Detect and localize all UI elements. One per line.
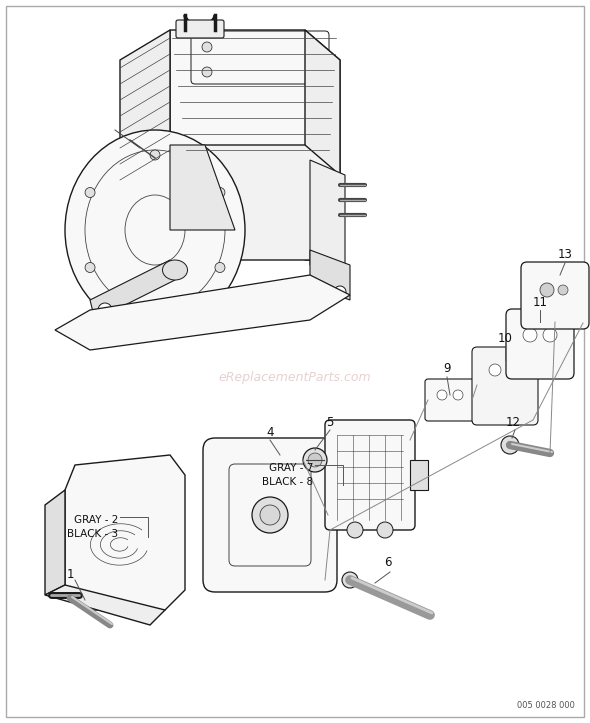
- Circle shape: [334, 286, 346, 298]
- Text: eReplacementParts.com: eReplacementParts.com: [219, 372, 371, 385]
- Circle shape: [308, 453, 322, 467]
- FancyBboxPatch shape: [425, 379, 475, 421]
- Polygon shape: [170, 145, 340, 260]
- Circle shape: [98, 303, 112, 317]
- Text: GRAY - 2: GRAY - 2: [74, 515, 118, 525]
- Polygon shape: [120, 30, 170, 175]
- Circle shape: [342, 572, 358, 588]
- Text: 11: 11: [533, 296, 548, 309]
- Ellipse shape: [162, 260, 188, 280]
- FancyBboxPatch shape: [506, 309, 574, 379]
- Text: 4: 4: [266, 426, 274, 439]
- Circle shape: [540, 283, 554, 297]
- Ellipse shape: [65, 130, 245, 330]
- Text: 005 0028 000: 005 0028 000: [517, 701, 575, 710]
- Circle shape: [202, 42, 212, 52]
- Polygon shape: [170, 145, 235, 230]
- Text: BLACK - 3: BLACK - 3: [67, 529, 118, 539]
- Circle shape: [558, 285, 568, 295]
- Polygon shape: [170, 30, 340, 175]
- Polygon shape: [65, 455, 185, 610]
- FancyBboxPatch shape: [472, 347, 538, 425]
- Text: 10: 10: [497, 332, 513, 344]
- Circle shape: [501, 436, 519, 454]
- Circle shape: [215, 187, 225, 197]
- Text: 6: 6: [384, 557, 392, 570]
- Text: 13: 13: [558, 249, 572, 262]
- Circle shape: [523, 328, 537, 342]
- FancyBboxPatch shape: [203, 438, 337, 592]
- Circle shape: [215, 262, 225, 273]
- Text: 12: 12: [506, 416, 520, 429]
- Circle shape: [252, 497, 288, 533]
- Circle shape: [260, 505, 280, 525]
- FancyBboxPatch shape: [176, 20, 224, 38]
- Polygon shape: [310, 250, 350, 300]
- Circle shape: [150, 300, 160, 310]
- Circle shape: [489, 364, 501, 376]
- Polygon shape: [55, 275, 350, 350]
- Circle shape: [202, 67, 212, 77]
- Text: 1: 1: [66, 568, 74, 581]
- FancyBboxPatch shape: [521, 262, 589, 329]
- Circle shape: [310, 42, 320, 52]
- Polygon shape: [410, 460, 428, 490]
- FancyBboxPatch shape: [325, 420, 415, 530]
- Polygon shape: [305, 30, 340, 260]
- Circle shape: [543, 328, 557, 342]
- Circle shape: [453, 390, 463, 400]
- Circle shape: [85, 262, 95, 273]
- Circle shape: [509, 364, 521, 376]
- Text: BLACK - 8: BLACK - 8: [262, 477, 313, 487]
- Circle shape: [437, 390, 447, 400]
- Text: 9: 9: [443, 362, 451, 375]
- Polygon shape: [45, 490, 65, 595]
- Circle shape: [150, 150, 160, 160]
- Circle shape: [377, 522, 393, 538]
- Text: 5: 5: [326, 416, 334, 429]
- Polygon shape: [45, 585, 165, 625]
- Circle shape: [85, 187, 95, 197]
- Circle shape: [303, 448, 327, 472]
- Text: GRAY - 7: GRAY - 7: [268, 463, 313, 473]
- Circle shape: [310, 67, 320, 77]
- Polygon shape: [90, 260, 175, 320]
- Circle shape: [347, 522, 363, 538]
- Polygon shape: [310, 160, 345, 265]
